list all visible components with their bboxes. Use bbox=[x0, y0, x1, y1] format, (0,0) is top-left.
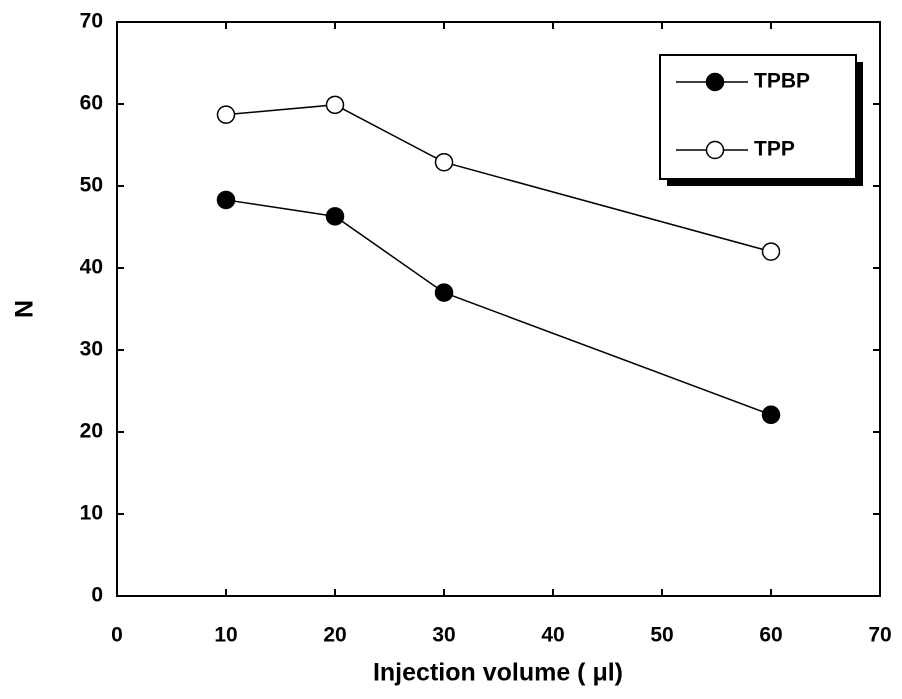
x-tick-label: 50 bbox=[650, 624, 673, 647]
series-line bbox=[225, 104, 772, 253]
y-axis-label: N bbox=[11, 300, 39, 318]
x-tick-label: 70 bbox=[868, 624, 891, 647]
data-point bbox=[216, 190, 236, 210]
y-tick-label: 10 bbox=[80, 502, 103, 525]
data-point bbox=[761, 242, 781, 261]
series-line bbox=[225, 199, 772, 416]
y-tick-label: 70 bbox=[80, 10, 103, 33]
x-tick-label: 0 bbox=[111, 624, 123, 647]
legend-marker bbox=[705, 140, 725, 160]
data-point bbox=[434, 152, 454, 172]
x-tick-label: 20 bbox=[323, 624, 346, 647]
x-axis-label: Injection volume ( μl) bbox=[373, 659, 623, 687]
data-point bbox=[434, 283, 454, 302]
x-tick-label: 40 bbox=[541, 624, 564, 647]
legend-label: TPBP bbox=[754, 70, 810, 93]
plot-frame bbox=[116, 21, 881, 597]
legend-box bbox=[659, 54, 857, 180]
x-tick-label: 60 bbox=[759, 624, 782, 647]
data-point bbox=[325, 207, 345, 226]
y-tick-label: 30 bbox=[80, 338, 103, 361]
x-tick-label: 10 bbox=[214, 624, 237, 647]
y-tick-label: 50 bbox=[80, 174, 103, 197]
data-point bbox=[761, 405, 781, 425]
data-point bbox=[216, 105, 236, 124]
data-point bbox=[325, 95, 345, 115]
x-tick-label: 30 bbox=[432, 624, 455, 647]
y-tick-label: 0 bbox=[91, 584, 103, 607]
legend-label: TPP bbox=[754, 138, 795, 161]
y-tick-label: 20 bbox=[80, 420, 103, 443]
y-tick-label: 60 bbox=[80, 92, 103, 115]
legend-marker bbox=[705, 72, 725, 92]
y-tick-label: 40 bbox=[80, 256, 103, 279]
